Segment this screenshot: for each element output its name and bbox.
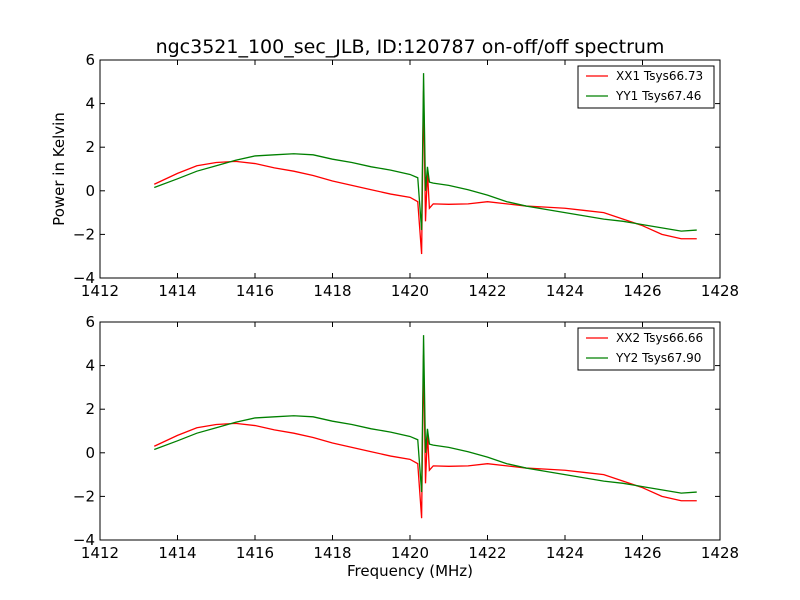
y-tick-label: 4: [85, 357, 95, 375]
x-tick-label: 1422: [468, 544, 506, 562]
x-tick-label: 1426: [623, 282, 661, 300]
bottom-panel: 1412 1414 1416 1418 1420 1422 1424 1426 1428 −4 −2…: [73, 313, 739, 580]
y-tick-label: 6: [85, 313, 95, 331]
y-tick-label: 2: [85, 400, 95, 418]
y-tick-label: −2: [73, 225, 95, 243]
x-tick-label: 1420: [391, 282, 429, 300]
series-line-xx: [153, 354, 697, 519]
y-tick-label: 0: [85, 182, 95, 200]
x-axis-label: Frequency (MHz): [347, 562, 473, 580]
x-tick-label: 1418: [313, 282, 351, 300]
series-line-yy: [154, 335, 697, 494]
legend: XX1 Tsys66.73 YY1 Tsys67.46: [577, 65, 715, 109]
x-tick-label: 1414: [158, 282, 196, 300]
y-tick-label: −4: [73, 531, 95, 549]
y-tick-label: −4: [73, 269, 95, 287]
series-line-yy: [154, 73, 697, 232]
x-tick-label: 1420: [391, 544, 429, 562]
x-tick-label: 1426: [623, 544, 661, 562]
x-tick-label: 1418: [313, 544, 351, 562]
x-tick-label: 1416: [236, 544, 274, 562]
x-tick-label: 1428: [701, 282, 739, 300]
legend-box: [577, 327, 715, 371]
y-tick-label: 6: [85, 51, 95, 69]
x-tick-label: 1424: [546, 282, 584, 300]
legend-entry: XX1 Tsys66.73: [616, 69, 703, 83]
figure-title: ngc3521_100_sec_JLB, ID:120787 on-off/of…: [156, 36, 665, 58]
x-tick-label: 1422: [468, 282, 506, 300]
legend-entry: XX2 Tsys66.66: [616, 331, 703, 345]
y-tick-label: 0: [85, 444, 95, 462]
x-tick-label: 1414: [158, 544, 196, 562]
y-tick-label: 4: [85, 95, 95, 113]
y-tick-label: −2: [73, 487, 95, 505]
y-axis-label: Power in Kelvin: [50, 112, 68, 226]
x-tick-label: 1412: [81, 282, 119, 300]
y-tick-label: 2: [85, 138, 95, 156]
legend-entry: YY2 Tsys67.90: [615, 351, 701, 365]
x-tick-label: 1424: [546, 544, 584, 562]
x-tick-label: 1428: [701, 544, 739, 562]
top-panel: 1412 1414 1416 1418 1420 1422 1424 1426 1428 −4 −2…: [50, 51, 739, 300]
legend-entry: YY1 Tsys67.46: [615, 89, 701, 103]
series-line-xx: [153, 90, 697, 255]
legend: XX2 Tsys66.66 YY2 Tsys67.90: [577, 327, 715, 371]
x-tick-label: 1412: [81, 544, 119, 562]
x-tick-label: 1416: [236, 282, 274, 300]
legend-box: [577, 65, 715, 109]
